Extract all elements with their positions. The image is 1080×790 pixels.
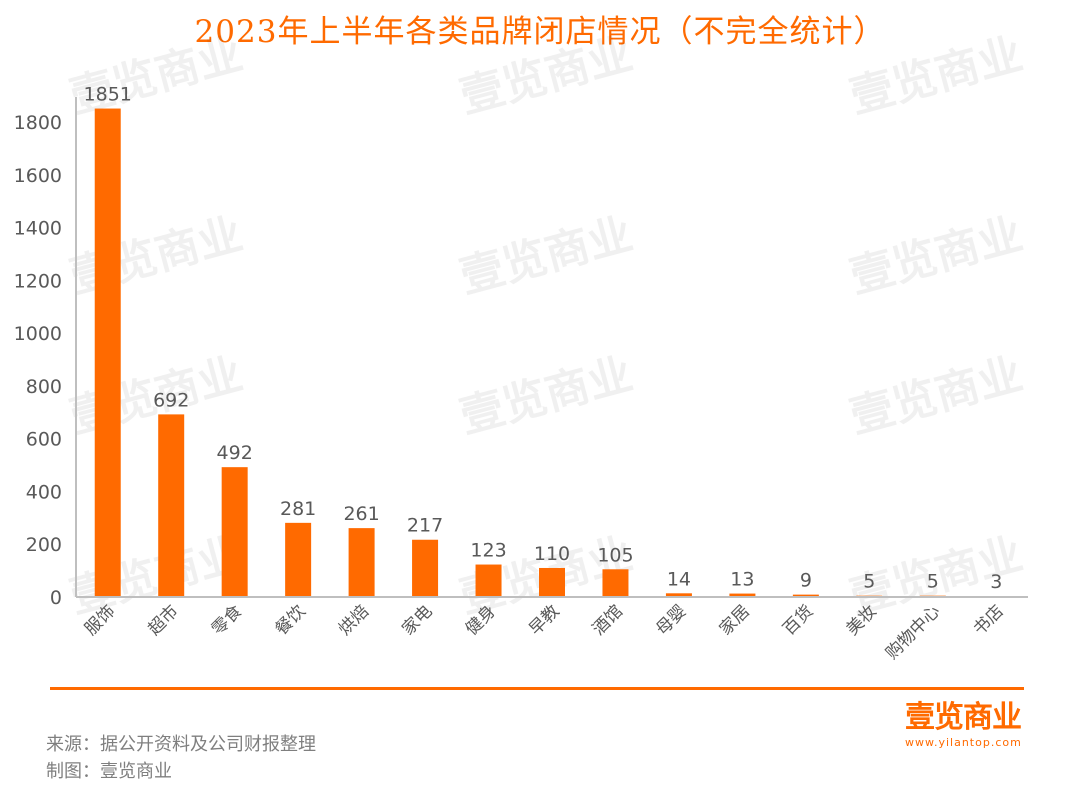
logo-url: www.yilantop.com — [905, 736, 1022, 749]
data-label: 217 — [407, 515, 443, 537]
watermark: 壹览商业 — [845, 349, 1028, 444]
data-label: 14 — [667, 568, 691, 590]
source-note: 来源：据公开资料及公司财报整理 — [46, 734, 316, 755]
bar — [539, 567, 565, 597]
data-label: 110 — [534, 543, 570, 565]
y-tick-label: 1800 — [14, 112, 62, 134]
y-tick-label: 0 — [50, 587, 62, 609]
y-tick-label: 600 — [26, 429, 62, 451]
watermark: 壹览商业 — [65, 529, 248, 624]
x-tick-label: 早教 — [525, 601, 563, 639]
bar — [412, 539, 439, 597]
y-tick-label: 200 — [26, 534, 62, 556]
watermark: 壹览商业 — [455, 349, 638, 444]
watermark: 壹览商业 — [845, 209, 1028, 304]
divider-line — [50, 687, 1024, 690]
bar — [221, 467, 248, 597]
x-tick-label: 酒馆 — [589, 601, 627, 639]
x-tick-label: 餐饮 — [271, 601, 309, 639]
x-tick-label: 书店 — [970, 601, 1008, 639]
bar — [285, 522, 312, 597]
data-label: 692 — [153, 389, 189, 411]
bar — [729, 593, 756, 597]
maker-note: 制图：壹览商业 — [46, 761, 172, 782]
data-label: 281 — [280, 498, 316, 520]
x-tick-label: 烘焙 — [335, 601, 373, 639]
watermark: 壹览商业 — [455, 209, 638, 304]
y-tick-label: 400 — [26, 481, 62, 503]
y-tick-label: 1200 — [14, 270, 62, 292]
y-tick-label: 800 — [26, 376, 62, 398]
data-label: 13 — [730, 569, 754, 591]
data-label: 492 — [217, 442, 253, 464]
x-tick-label: 超市 — [145, 601, 183, 639]
x-tick-label: 家居 — [716, 601, 754, 639]
x-tick-label: 家电 — [398, 601, 436, 639]
watermark: 壹览商业 — [455, 29, 638, 124]
data-label: 5 — [863, 571, 875, 593]
data-label: 3 — [990, 571, 1002, 593]
data-label: 1851 — [84, 84, 132, 106]
data-label: 5 — [927, 571, 939, 593]
logo: 壹览商业 www.yilantop.com — [905, 700, 1023, 749]
bar — [94, 108, 121, 598]
logo-text: 壹览商业 — [905, 700, 1022, 735]
y-tick-label: 1000 — [14, 323, 62, 345]
bar — [348, 528, 375, 597]
x-tick-label: 母婴 — [652, 601, 690, 639]
data-label: 261 — [343, 503, 379, 525]
data-label: 9 — [800, 570, 812, 592]
watermark: 壹览商业 — [65, 29, 248, 124]
watermark: 壹览商业 — [845, 29, 1028, 124]
bar — [475, 564, 502, 597]
data-label: 123 — [470, 540, 506, 562]
bar — [158, 414, 185, 597]
bar — [665, 593, 692, 597]
y-tick-label: 1600 — [14, 165, 62, 187]
x-tick-label: 百货 — [779, 601, 817, 639]
data-label: 105 — [597, 544, 633, 566]
x-tick-label: 零食 — [208, 601, 246, 639]
bar — [602, 569, 629, 597]
chart-title: 2023年上半年各类品牌闭店情况（不完全统计） — [194, 14, 886, 50]
y-tick-label: 1400 — [14, 218, 62, 240]
bar — [792, 594, 819, 597]
watermark: 壹览商业 — [65, 209, 248, 304]
